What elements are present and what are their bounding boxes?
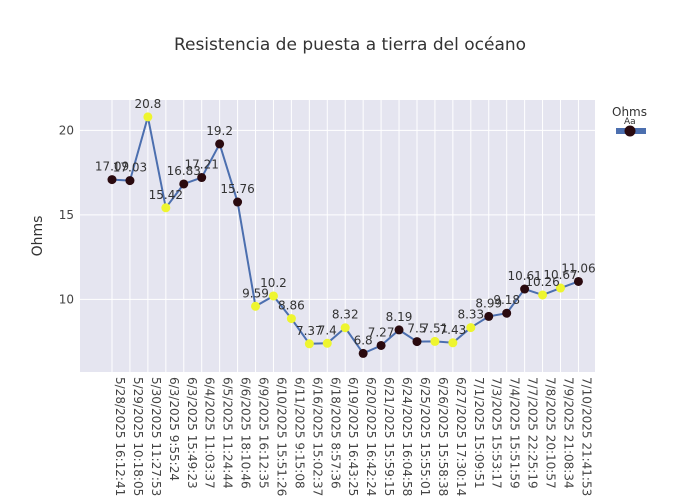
data-point[interactable] <box>215 139 225 149</box>
data-point[interactable] <box>394 325 404 335</box>
x-tick-label: 6/21/2025 15:59:15 <box>382 377 396 496</box>
data-label: 11.06 <box>561 261 595 275</box>
legend-marker-swatch <box>624 125 636 137</box>
x-tick-label: 6/16/2025 15:02:37 <box>310 377 324 496</box>
x-tick-label: 6/27/2025 17:30:14 <box>454 377 468 496</box>
data-point[interactable] <box>340 323 350 333</box>
x-tick-label: 7/10/2025 21:41:53 <box>579 377 593 496</box>
x-tick-label: 6/4/2025 11:03:37 <box>203 377 217 489</box>
data-point[interactable] <box>556 283 565 293</box>
data-point[interactable] <box>376 340 386 350</box>
x-tick-label: 6/25/2025 15:55:01 <box>418 377 432 496</box>
data-label: 17.09 <box>95 160 129 174</box>
data-point[interactable] <box>143 112 153 122</box>
data-point[interactable] <box>520 284 530 294</box>
data-point[interactable] <box>448 338 458 348</box>
x-tick-label: 5/28/2025 16:12:41 <box>113 377 127 496</box>
data-label: 7.27 <box>368 325 395 339</box>
data-label: 8.86 <box>278 299 305 313</box>
y-tick-label: 20 <box>59 123 74 137</box>
data-label: 7.51 <box>422 321 449 335</box>
legend-symbol-text: Aa <box>624 117 636 127</box>
x-tick-label: 7/9/2025 21:08:34 <box>562 377 576 489</box>
data-point[interactable] <box>268 291 278 301</box>
data-label: 16.83 <box>167 164 201 178</box>
data-label: 10.26 <box>525 275 559 289</box>
data-label: 15.76 <box>220 182 254 196</box>
x-tick-label: 6/9/2025 16:12:35 <box>257 377 271 489</box>
data-label: 7.5 <box>407 322 426 336</box>
data-label: 7.4 <box>318 323 337 337</box>
data-label: 7.37 <box>296 324 323 338</box>
data-label: 8.32 <box>332 308 359 322</box>
markers-group <box>107 112 583 358</box>
y-tick-label: 10 <box>59 292 74 306</box>
x-tick-label: 7/3/2025 15:53:17 <box>490 377 504 489</box>
data-label: 6.8 <box>354 333 373 347</box>
data-point[interactable] <box>286 314 296 324</box>
data-label: 10.67 <box>543 268 577 282</box>
data-label: 9.59 <box>242 286 269 300</box>
data-point[interactable] <box>125 176 135 186</box>
data-point[interactable] <box>161 203 171 213</box>
data-point[interactable] <box>197 173 207 183</box>
x-tick-label: 6/24/2025 16:04:58 <box>400 377 414 496</box>
x-tick-label: 7/1/2025 15:09:51 <box>472 377 486 489</box>
data-label: 19.2 <box>206 124 233 138</box>
data-label: 10.2 <box>260 276 287 290</box>
legend[interactable]: Ohms Aa <box>612 105 647 137</box>
data-point[interactable] <box>502 308 512 318</box>
x-tick-label: 6/3/2025 15:49:23 <box>185 377 199 489</box>
data-label: 17.21 <box>185 158 219 172</box>
data-point[interactable] <box>179 179 189 189</box>
y-axis-title: Ohms <box>30 216 46 257</box>
data-label: 8.19 <box>386 310 413 324</box>
x-tick-label: 6/6/2025 18:10:46 <box>239 377 253 489</box>
x-tick-label: 6/26/2025 15:58:38 <box>436 377 450 496</box>
data-point[interactable] <box>430 336 440 346</box>
data-point[interactable] <box>251 301 261 311</box>
x-tick-label: 6/5/2025 11:24:44 <box>221 377 235 489</box>
legend-title: Ohms <box>612 105 647 119</box>
data-point[interactable] <box>358 348 368 358</box>
data-label: 15.42 <box>149 188 183 202</box>
data-point[interactable] <box>573 276 583 286</box>
chart-title: Resistencia de puesta a tierra del océan… <box>174 35 526 55</box>
x-tick-label: 6/18/2025 8:57:36 <box>328 377 342 489</box>
data-point[interactable] <box>484 311 494 321</box>
data-point[interactable] <box>322 338 332 348</box>
x-tick-labels: 5/28/2025 16:12:41 5/29/2025 10:18:05 5/30… <box>113 377 593 496</box>
x-tick-label: 6/19/2025 16:43:25 <box>346 377 360 496</box>
data-label: 8.33 <box>457 308 484 322</box>
y-tick-label: 15 <box>59 208 74 222</box>
x-tick-label: 7/7/2025 22:25:19 <box>526 377 540 489</box>
data-label: 9.18 <box>493 293 520 307</box>
x-tick-label: 7/8/2025 20:10:57 <box>544 377 558 489</box>
data-label: 20.8 <box>135 97 162 111</box>
x-tick-label: 6/20/2025 16:42:24 <box>364 377 378 496</box>
x-tick-label: 5/29/2025 10:18:05 <box>131 377 145 496</box>
x-tick-label: 6/3/2025 9:55:24 <box>167 377 181 481</box>
x-tick-label: 6/10/2025 15:51:26 <box>274 377 288 496</box>
data-label: 17.03 <box>113 161 147 175</box>
x-tick-label: 6/11/2025 9:15:08 <box>292 377 306 489</box>
data-point[interactable] <box>412 337 422 347</box>
data-point[interactable] <box>233 197 243 207</box>
data-point[interactable] <box>107 175 117 185</box>
data-label: 8.99 <box>475 296 502 310</box>
y-tick-labels: 10 15 20 <box>59 123 74 306</box>
data-point[interactable] <box>304 339 314 349</box>
plot-background <box>80 100 595 372</box>
x-tick-label: 7/4/2025 15:51:59 <box>508 377 522 489</box>
data-label: 10.61 <box>507 269 541 283</box>
x-tick-label: 5/30/2025 11:27:53 <box>149 377 163 496</box>
data-point[interactable] <box>466 323 476 333</box>
data-label: 7.43 <box>440 323 467 337</box>
grid-lines <box>80 100 595 372</box>
data-point[interactable] <box>538 290 548 300</box>
